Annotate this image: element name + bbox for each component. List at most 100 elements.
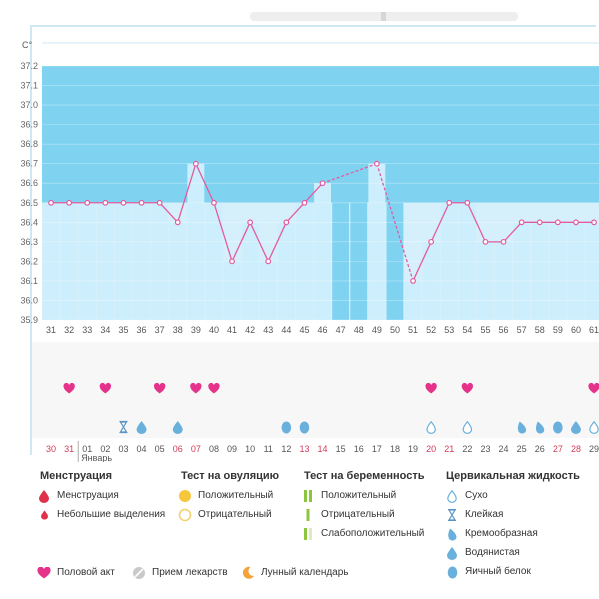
temperature-bar: [368, 163, 386, 320]
temperature-point: [102, 199, 109, 206]
date-label: 22: [462, 444, 472, 454]
heart-shape: [153, 382, 166, 394]
date-label: 26: [535, 444, 545, 454]
heart-icon: [461, 382, 474, 394]
temperature-point: [120, 199, 127, 206]
legend-item-fluid-creamy: Кремообразная: [444, 527, 538, 541]
temperature-point: [319, 180, 326, 187]
cycle-day-label: 46: [318, 325, 328, 335]
single-bar-icon: [300, 508, 316, 522]
legend-item-fluid-sticky: Клейкая: [444, 508, 503, 522]
date-label: 01: [82, 444, 92, 454]
cycle-day-label: 44: [281, 325, 291, 335]
fluid-dry-icon: [426, 420, 436, 434]
legend-label: Отрицательный: [321, 509, 395, 520]
temperature-bar: [78, 202, 96, 320]
temperature-line-segment: [303, 182, 324, 204]
cycle-day-label: 35: [118, 325, 128, 335]
temperature-bar: [404, 280, 422, 320]
legend-item-menstruation: Менструация: [36, 489, 119, 503]
date-label: 31: [64, 444, 74, 454]
cycle-day-label: 50: [390, 325, 400, 335]
temperature-point: [229, 258, 235, 265]
creamy-drop-icon: [444, 527, 460, 541]
cycle-day-label: 53: [444, 325, 454, 335]
date-label: 29: [589, 444, 599, 454]
temperature-bar: [440, 202, 458, 320]
y-tick-label: 37.2: [20, 61, 38, 71]
temperature-line-segment: [466, 202, 487, 243]
cycle-day-label: 51: [408, 325, 418, 335]
y-tick-label: 35.9: [20, 315, 38, 325]
temperature-point: [66, 199, 73, 206]
y-tick-label: 37.1: [20, 81, 38, 91]
cycle-day-label: 49: [372, 325, 382, 335]
temperature-point: [156, 199, 163, 206]
date-label: 06: [173, 444, 183, 454]
date-label: 20: [426, 444, 436, 454]
temperature-line-segment: [267, 222, 287, 262]
legend-item-pregnancy-positive: Положительный: [300, 489, 396, 503]
temperature-point: [410, 278, 416, 284]
temperature-bar: [151, 202, 169, 320]
temperature-bar: [422, 241, 440, 320]
cycle-day-label: 56: [499, 325, 509, 335]
chart-upper-zone: [42, 66, 599, 203]
date-label: 09: [227, 444, 237, 454]
blood-drop-icon: [36, 489, 52, 503]
temperature-point: [518, 219, 525, 226]
heart-icon: [63, 382, 75, 394]
legend-item-fluid-dry: Сухо: [444, 489, 488, 503]
fluid-shape: [281, 421, 292, 434]
temperature-bar: [60, 202, 78, 320]
date-label: 07: [191, 444, 201, 454]
cycle-day-label: 59: [553, 325, 563, 335]
horizontal-scrollbar[interactable]: [250, 12, 518, 21]
cycle-day-label: 42: [245, 325, 255, 335]
legend-label: Положительный: [321, 490, 397, 501]
fluid-egg-white-icon: [281, 421, 292, 434]
temperature-gap-segment: [376, 163, 414, 282]
small-blood-drop-icon: [36, 508, 52, 522]
fluid-watery-icon: [136, 421, 147, 434]
date-label: 11: [264, 444, 273, 454]
temperature-point: [283, 219, 290, 226]
pill-icon: [131, 566, 147, 580]
date-label: 19: [408, 444, 418, 454]
cycle-day-label: 31: [46, 325, 56, 335]
fluid-shape: [136, 421, 147, 434]
cycle-day-label: 58: [535, 325, 545, 335]
temperature-point: [211, 199, 217, 206]
legend-label: Сухо: [465, 490, 488, 501]
temperature-point: [48, 199, 54, 206]
axis-unit-label: C°: [22, 40, 32, 50]
fluid-dry-icon: [589, 420, 599, 434]
fluid-sticky-icon: [119, 420, 128, 434]
cycle-day-label: 36: [137, 325, 147, 335]
temperature-point: [573, 219, 579, 226]
cycle-day-label: 39: [191, 325, 201, 335]
scrollbar-grip[interactable]: [381, 12, 386, 21]
date-label: 27: [553, 444, 563, 454]
legend-pregnancy-title: Тест на беременность: [304, 470, 425, 482]
cycle-day-label: 54: [462, 325, 472, 335]
temperature-bar: [133, 202, 150, 320]
temperature-bar: [513, 222, 531, 320]
fluid-shape: [119, 420, 128, 434]
temperature-line-segment: [412, 241, 432, 282]
fluid-shape: [570, 421, 581, 434]
cycle-day-label: 52: [426, 325, 436, 335]
dry-drop-outline-icon: [444, 489, 460, 503]
y-tick-label: 36.0: [20, 295, 38, 305]
temperature-bar: [277, 222, 295, 320]
date-label: 23: [480, 444, 490, 454]
heart-icon: [208, 382, 220, 394]
cycle-day-label: 40: [209, 325, 219, 335]
legend-item-spotting: Небольшие выделения: [36, 508, 165, 522]
temperature-line-segment: [213, 202, 233, 262]
date-label: 12: [281, 444, 291, 454]
cycle-day-label: 43: [263, 325, 273, 335]
temperature-bar: [296, 202, 313, 320]
heart-icon: [153, 382, 166, 394]
cycle-day-label: 37: [155, 325, 165, 335]
